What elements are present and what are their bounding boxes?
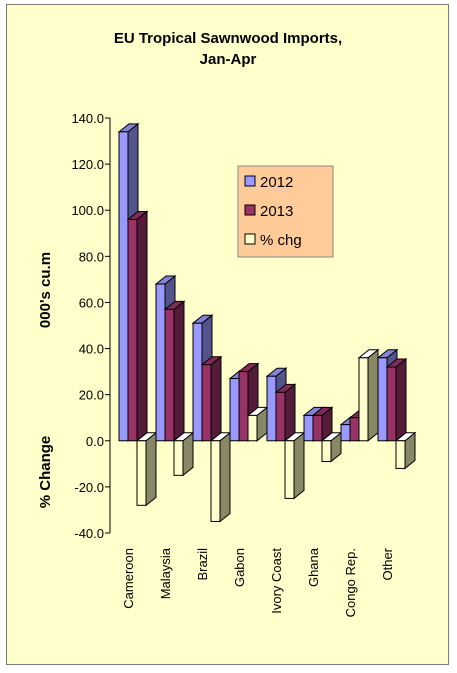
bar--chg-ghana: [320, 431, 343, 463]
bar--chg-other: [394, 431, 417, 470]
bar--chg-ivory-coast: [283, 431, 306, 500]
legend-label-pct-chg: % chg: [260, 232, 302, 249]
bar-side: [136, 210, 148, 442]
bar-front: [164, 308, 175, 442]
bar-side: [210, 355, 222, 442]
legend-swatch-pct-chg: [244, 233, 256, 245]
bar-2013-other: [385, 357, 408, 442]
bar-2013-ivory-coast: [274, 383, 297, 442]
bar-front: [201, 364, 212, 442]
chart-frame: [6, 4, 449, 665]
y-tick-label: 80.0: [79, 249, 104, 264]
bar-front: [155, 283, 166, 442]
chart-title-line1: EU Tropical Sawnwood Imports,: [114, 30, 342, 47]
bar-side: [367, 348, 379, 442]
bar-front: [377, 357, 388, 442]
bar-front: [386, 366, 397, 442]
chart-title-line2: Jan-Apr: [200, 51, 257, 68]
bar-front: [303, 414, 314, 442]
bar--chg-brazil: [209, 431, 232, 523]
y-tick-label: 100.0: [71, 203, 104, 218]
legend-swatch-2013: [244, 204, 256, 216]
y-tick-label: -20.0: [74, 480, 104, 495]
bar--chg-congo-rep-: [357, 348, 380, 442]
bar-front: [395, 440, 406, 469]
x-tick-label: Ivory Coast: [269, 548, 284, 614]
bar-front: [284, 440, 295, 499]
bar-front: [266, 375, 277, 442]
legend-label-2013: 2013: [260, 203, 293, 220]
bar-front: [127, 218, 138, 442]
bar-front: [210, 440, 221, 522]
x-tick-label: Brazil: [195, 548, 210, 581]
y-tick-label: 60.0: [79, 295, 104, 310]
bar-front: [229, 378, 240, 442]
bar-front: [192, 322, 203, 442]
bar-side: [145, 431, 157, 507]
bar-front: [275, 391, 286, 442]
bar-front: [358, 357, 369, 442]
legend-swatch-2012: [244, 175, 256, 187]
bar-front: [312, 414, 323, 442]
x-tick-label: Cameroon: [121, 548, 136, 609]
y-tick-label: 120.0: [71, 157, 104, 172]
y-tick-label: 20.0: [79, 388, 104, 403]
x-tick-label: Congo Rep.: [343, 548, 358, 617]
bar-front: [247, 414, 258, 442]
y-tick-label: -40.0: [74, 526, 104, 541]
axes: Cameroon Malaysia Brazil Gabon Ivory Coast Gh…: [71, 111, 395, 617]
bar-2013-cameroon: [126, 210, 149, 442]
bar-front: [321, 440, 332, 463]
bar--chg-gabon: [246, 406, 269, 442]
y-axis-label-change: % Change: [37, 436, 54, 509]
y-axis-label-volume: 000's cu.m: [37, 252, 54, 328]
bar-front: [136, 440, 147, 506]
bar-side: [284, 383, 296, 442]
x-tick-label: Ghana: [306, 547, 321, 587]
bar-front: [118, 131, 129, 442]
legend-label-2012: 2012: [260, 174, 293, 191]
bar-front: [340, 424, 351, 442]
y-tick-label: 0.0: [86, 434, 104, 449]
bar-2013-ghana: [311, 406, 334, 442]
bar-side: [293, 431, 305, 500]
x-tick-label: Other: [380, 547, 395, 580]
x-tick-label: Malaysia: [158, 547, 173, 599]
bar-2013-malaysia: [163, 300, 186, 442]
y-tick-label: 140.0: [71, 111, 104, 126]
bar-front: [173, 440, 184, 476]
x-tick-label: Gabon: [232, 548, 247, 587]
bar--chg-malaysia: [172, 431, 195, 477]
y-tick-label: 40.0: [79, 342, 104, 357]
bar-side: [395, 357, 407, 442]
bar-side: [173, 300, 185, 442]
plot-area: [117, 122, 417, 523]
bar-2013-brazil: [200, 355, 223, 442]
bar-front: [349, 417, 360, 442]
bar-side: [219, 431, 231, 523]
bar--chg-cameroon: [135, 431, 158, 507]
legend: 2012 2013 % chg: [237, 165, 334, 258]
bar-front: [238, 371, 249, 442]
